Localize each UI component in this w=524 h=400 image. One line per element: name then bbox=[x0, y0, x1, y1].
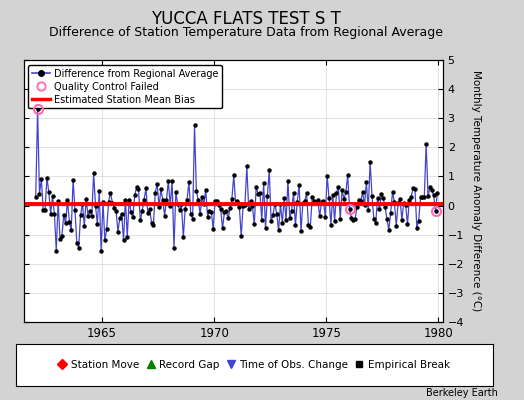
Text: YUCCA FLATS TEST S T: YUCCA FLATS TEST S T bbox=[151, 10, 341, 28]
Text: Berkeley Earth: Berkeley Earth bbox=[426, 388, 498, 398]
Y-axis label: Monthly Temperature Anomaly Difference (°C): Monthly Temperature Anomaly Difference (… bbox=[471, 70, 481, 312]
Text: Difference of Station Temperature Data from Regional Average: Difference of Station Temperature Data f… bbox=[49, 26, 443, 39]
Legend: Difference from Regional Average, Quality Control Failed, Estimated Station Mean: Difference from Regional Average, Qualit… bbox=[28, 65, 222, 108]
Legend: Station Move, Record Gap, Time of Obs. Change, Empirical Break: Station Move, Record Gap, Time of Obs. C… bbox=[54, 356, 454, 374]
